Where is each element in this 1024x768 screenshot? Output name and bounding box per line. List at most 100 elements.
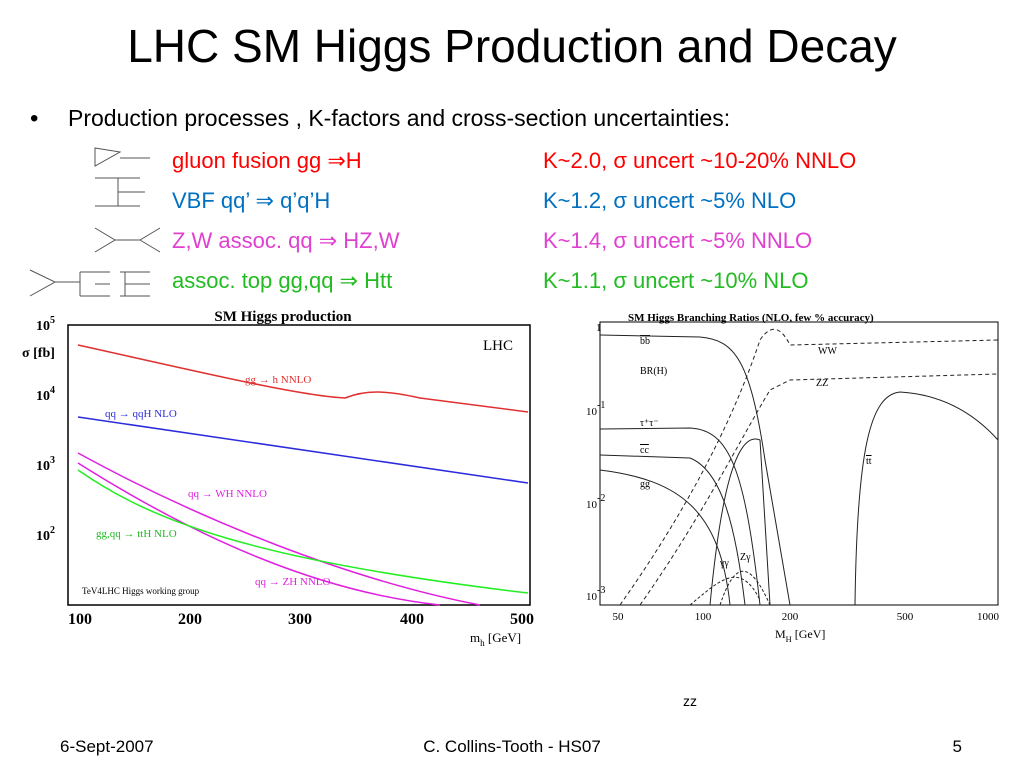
y-tick-label: 102 bbox=[36, 525, 55, 544]
x-tick-label: 50 bbox=[613, 611, 625, 623]
production-plot-frame bbox=[67, 324, 531, 606]
process-name: gluon fusion gg ⇒H bbox=[172, 148, 362, 173]
curve bbox=[639, 373, 999, 606]
process-name: VBF qq’ ⇒ q’q’H bbox=[172, 188, 330, 213]
curve-label: tt bbox=[866, 456, 872, 467]
x-axis-label: mh [GeV] bbox=[470, 630, 521, 648]
y-tick-label-exp: -2 bbox=[597, 493, 605, 504]
curve bbox=[619, 328, 999, 606]
y-tick-label: 1 bbox=[596, 322, 602, 334]
y-tick-label-base: 10 bbox=[36, 319, 50, 334]
y-tick-label-exp: 4 bbox=[50, 385, 55, 396]
bullet-text: Production processes , K-factors and cro… bbox=[68, 105, 730, 131]
curve-label: qq → qqH NLO bbox=[105, 408, 177, 420]
y-tick-label: 10-1 bbox=[586, 400, 605, 418]
y-tick-label-exp: 2 bbox=[50, 525, 55, 536]
diagram-tth bbox=[29, 269, 150, 297]
x-axis-label-rest: [GeV] bbox=[485, 630, 521, 645]
footer-author: C. Collins-Tooth - HS07 bbox=[423, 737, 601, 756]
x-axis-label-sub: H bbox=[786, 635, 792, 644]
note: zz bbox=[683, 693, 697, 709]
curve bbox=[77, 462, 441, 606]
x-axis-label-main: M bbox=[775, 627, 786, 641]
diagram-ggh bbox=[94, 147, 150, 167]
process-detail: K~1.1, σ uncert ~10% NLO bbox=[543, 268, 809, 293]
y-tick-label-exp: 5 bbox=[50, 315, 55, 326]
curve-label: τ⁺τ⁻ bbox=[640, 418, 659, 429]
curve bbox=[599, 454, 746, 606]
experiment-label: LHC bbox=[483, 338, 513, 354]
curve bbox=[709, 438, 771, 606]
footer-page: 5 bbox=[953, 737, 962, 756]
process-detail: K~2.0, σ uncert ~10-20% NNLO bbox=[543, 148, 856, 173]
curve-label: ZZ bbox=[816, 378, 828, 389]
x-tick-label: 200 bbox=[782, 611, 799, 623]
x-tick-label: 100 bbox=[68, 611, 92, 628]
credit: TeV4LHC Higgs working group bbox=[82, 586, 200, 596]
x-tick-label: 100 bbox=[695, 611, 712, 623]
slide-title: LHC SM Higgs Production and Decay bbox=[127, 20, 897, 72]
curve bbox=[689, 576, 761, 606]
curve bbox=[854, 391, 999, 606]
y-tick-label-exp: -3 bbox=[597, 585, 605, 596]
curve bbox=[77, 469, 529, 594]
x-tick-label: 1000 bbox=[977, 611, 1000, 623]
x-tick-label: 300 bbox=[288, 611, 312, 628]
curve bbox=[599, 334, 791, 606]
curve bbox=[599, 427, 761, 606]
footer-date: 6-Sept-2007 bbox=[60, 737, 154, 756]
curve bbox=[77, 452, 481, 606]
curve-label: WW bbox=[818, 346, 837, 357]
curve bbox=[719, 571, 771, 606]
y-tick-label-base: 10 bbox=[586, 499, 598, 511]
diagram-vbf bbox=[95, 177, 145, 207]
curve-label: bb bbox=[640, 336, 650, 347]
process-name: Z,W assoc. qq ⇒ HZ,W bbox=[172, 228, 400, 253]
x-axis-label-rest: [GeV] bbox=[792, 627, 826, 641]
curve bbox=[599, 469, 731, 606]
x-tick-label: 200 bbox=[178, 611, 202, 628]
y-tick-label: 10-2 bbox=[586, 493, 605, 511]
curve-label: gg → h NNLO bbox=[245, 374, 311, 386]
process-detail: K~1.2, σ uncert ~5% NLO bbox=[543, 188, 796, 213]
process-detail: K~1.4, σ uncert ~5% NNLO bbox=[543, 228, 812, 253]
y-tick-label-base: 10 bbox=[586, 406, 598, 418]
curve-label: qq → ZH NNLO bbox=[255, 576, 331, 588]
y-tick-label-exp: 3 bbox=[50, 455, 55, 466]
y-tick-label: 10-3 bbox=[586, 585, 605, 603]
curve-label: γγ bbox=[719, 558, 729, 569]
branching-plot-frame bbox=[599, 321, 999, 606]
y-tick-label-base: 10 bbox=[36, 389, 50, 404]
curve-label: qq → WH NNLO bbox=[188, 488, 267, 500]
bullet-dot: • bbox=[30, 105, 38, 132]
y-tick-label-base: 10 bbox=[586, 591, 598, 603]
x-axis-label: MH [GeV] bbox=[775, 627, 825, 644]
curve-label: gg bbox=[640, 479, 650, 490]
x-tick-label: 500 bbox=[897, 611, 914, 623]
x-axis-label-sub: h bbox=[480, 638, 485, 648]
process-name: assoc. top gg,qq ⇒ Htt bbox=[172, 268, 392, 293]
y-tick-label-base: 1 bbox=[596, 322, 602, 334]
production-plot-bg bbox=[20, 305, 540, 660]
curve bbox=[77, 344, 529, 413]
y-tick-label-base: 10 bbox=[36, 459, 50, 474]
curve-label: gg,qq → ttH NLO bbox=[96, 528, 177, 540]
x-tick-label: 500 bbox=[510, 611, 534, 628]
branching-plot-bg bbox=[570, 305, 1010, 650]
y-tick-label: 105 bbox=[36, 315, 55, 334]
curve-label: cc bbox=[640, 445, 649, 456]
plot-title: SM Higgs Branching Ratios (NLO, few % ac… bbox=[628, 312, 874, 324]
feynman-diagrams bbox=[29, 147, 161, 297]
y-axis-label: σ [fb] bbox=[22, 346, 55, 361]
y-tick-label-base: 10 bbox=[36, 529, 50, 544]
y-tick-label: 103 bbox=[36, 455, 55, 474]
curve bbox=[77, 416, 529, 484]
x-axis-label-main: m bbox=[470, 630, 480, 645]
curve-label: BR(H) bbox=[640, 366, 667, 377]
plot-title: SM Higgs production bbox=[214, 309, 352, 325]
curve-label: Zγ bbox=[740, 552, 751, 563]
y-tick-label: 104 bbox=[36, 385, 55, 404]
y-tick-label-exp: -1 bbox=[597, 400, 605, 411]
x-tick-label: 400 bbox=[400, 611, 424, 628]
